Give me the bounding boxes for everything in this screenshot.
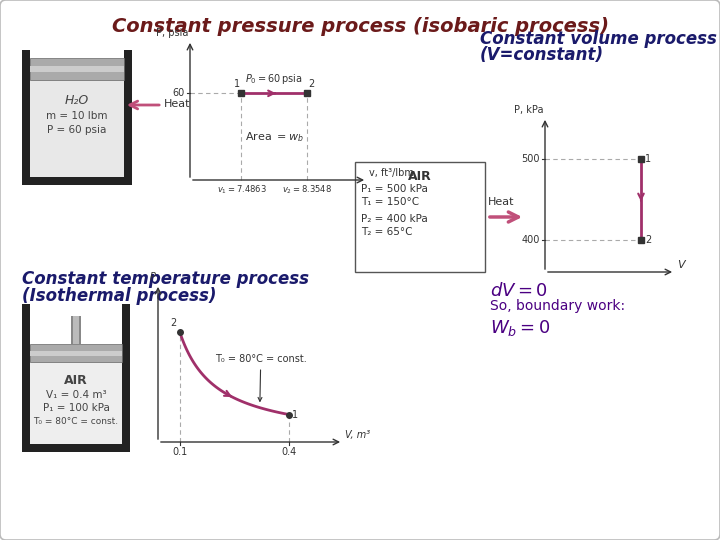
Bar: [124, 50, 132, 185]
Text: 1: 1: [645, 154, 651, 164]
Bar: [30, 80, 124, 177]
Text: P₂ = 400 kPa: P₂ = 400 kPa: [361, 214, 428, 224]
Text: $dV = 0$: $dV = 0$: [490, 282, 548, 300]
Text: 0.1: 0.1: [172, 447, 187, 457]
Text: Constant pressure process (isobaric process): Constant pressure process (isobaric proc…: [112, 17, 608, 36]
Text: 2: 2: [309, 79, 315, 89]
Text: T₂ = 65°C: T₂ = 65°C: [361, 227, 413, 237]
Bar: [30, 344, 122, 362]
Text: V: V: [677, 260, 685, 270]
Bar: [30, 66, 124, 72]
Text: P₁ = 100 kPa: P₁ = 100 kPa: [42, 403, 109, 413]
Text: $W_b = 0$: $W_b = 0$: [490, 318, 551, 338]
Bar: [73, 316, 79, 344]
Text: P: P: [150, 272, 156, 282]
Bar: [30, 362, 122, 444]
Text: Heat: Heat: [164, 99, 191, 109]
Text: 400: 400: [521, 235, 540, 245]
Text: P, psia: P, psia: [156, 28, 188, 38]
Text: v, ft³/lbm: v, ft³/lbm: [369, 168, 414, 178]
Text: 1: 1: [292, 410, 298, 420]
Text: Constant volume process: Constant volume process: [480, 30, 717, 48]
Text: (V=constant): (V=constant): [480, 46, 604, 64]
Bar: [30, 304, 122, 444]
Text: (Isothermal process): (Isothermal process): [22, 287, 217, 305]
Bar: [22, 177, 132, 185]
Text: P, kPa: P, kPa: [513, 105, 543, 115]
Bar: [122, 304, 130, 452]
Text: T₁ = 150°C: T₁ = 150°C: [361, 197, 419, 207]
Text: m = 10 lbm: m = 10 lbm: [46, 111, 108, 121]
Text: T₀ = 80°C = const.: T₀ = 80°C = const.: [215, 354, 307, 401]
Text: 1: 1: [234, 79, 240, 89]
Text: 500: 500: [521, 154, 540, 164]
Text: V₁ = 0.4 m³: V₁ = 0.4 m³: [45, 390, 107, 400]
Text: V, m³: V, m³: [345, 430, 370, 440]
Text: P₁ = 500 kPa: P₁ = 500 kPa: [361, 184, 428, 194]
Bar: [22, 304, 30, 452]
Bar: [355, 162, 485, 272]
Text: Area $= w_b$: Area $= w_b$: [245, 130, 303, 144]
Bar: [22, 50, 30, 185]
Text: AIR: AIR: [64, 374, 88, 387]
Text: 2: 2: [645, 235, 652, 245]
Text: $P_0 = 60\,\mathrm{psia}$: $P_0 = 60\,\mathrm{psia}$: [246, 72, 303, 86]
Text: Heat: Heat: [488, 197, 515, 207]
Text: 0.4: 0.4: [282, 447, 297, 457]
Text: T₀ = 80°C = const.: T₀ = 80°C = const.: [33, 416, 119, 426]
Bar: [30, 50, 124, 177]
Text: $v_1 = 7.4863$: $v_1 = 7.4863$: [217, 184, 266, 197]
Text: AIR: AIR: [408, 170, 432, 183]
Bar: [30, 58, 124, 80]
Text: 2: 2: [171, 319, 177, 328]
Text: P = 60 psia: P = 60 psia: [48, 125, 107, 135]
Text: So, boundary work:: So, boundary work:: [490, 299, 625, 313]
Text: 60: 60: [173, 89, 185, 98]
Bar: [22, 444, 130, 452]
Text: $v_2 = 8.3548$: $v_2 = 8.3548$: [282, 184, 332, 197]
Text: Constant temperature process: Constant temperature process: [22, 270, 309, 288]
Bar: [71, 316, 81, 344]
Text: H₂O: H₂O: [65, 93, 89, 106]
Bar: [30, 351, 122, 356]
